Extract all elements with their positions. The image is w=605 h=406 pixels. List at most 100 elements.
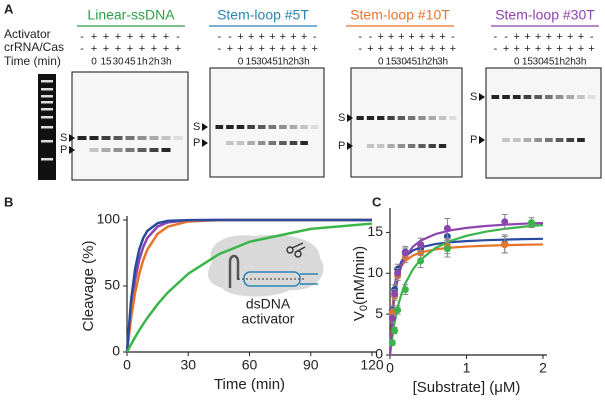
gel-band xyxy=(366,144,375,148)
group-title: Stem-loop #30T xyxy=(495,7,595,23)
arrow xyxy=(347,142,353,150)
activator-sign: + xyxy=(556,31,562,43)
data-point xyxy=(501,241,509,249)
data-point xyxy=(391,290,399,298)
gel-band xyxy=(428,144,436,148)
gel-band xyxy=(257,141,266,145)
gel-band xyxy=(491,95,500,99)
crrna-sign: + xyxy=(408,43,414,55)
time-label: 45 xyxy=(267,57,279,68)
activator-sign: + xyxy=(258,31,264,43)
gel xyxy=(71,71,189,181)
crrna-sign: + xyxy=(269,43,275,55)
crrna-sign: + xyxy=(103,43,109,55)
crrna-sign: + xyxy=(398,43,404,55)
time-label: 0 xyxy=(514,57,520,68)
gel-band xyxy=(247,125,255,129)
crrna-sign: + xyxy=(450,43,456,55)
product-label: P xyxy=(60,144,67,156)
data-point xyxy=(401,249,409,257)
gel-band xyxy=(377,144,385,148)
gel-band xyxy=(397,144,405,148)
crrna-sign: + xyxy=(439,43,445,55)
marker-band xyxy=(41,116,53,119)
y-tick-label: 0 xyxy=(112,343,120,359)
gel-band xyxy=(113,148,123,152)
activator-sign: + xyxy=(514,31,520,43)
marker-band xyxy=(41,158,53,161)
gel-band xyxy=(89,148,99,152)
activator-sign: + xyxy=(388,31,394,43)
activator-sign: + xyxy=(290,31,296,43)
inset-text: activator xyxy=(242,311,295,327)
time-label: 1h xyxy=(554,57,565,68)
time-label: 3h xyxy=(575,57,586,68)
crrna-sign: + xyxy=(514,43,520,55)
gel-band xyxy=(257,125,266,129)
activator-sign: + xyxy=(163,31,169,43)
crrna-sign: - xyxy=(80,43,84,55)
activator-sign: + xyxy=(419,31,425,43)
crrna-sign: + xyxy=(311,43,317,55)
time-label: 2h xyxy=(427,57,438,68)
gel-band xyxy=(502,138,510,142)
crrna xyxy=(228,254,240,288)
gel-band xyxy=(226,125,234,129)
gel-band xyxy=(89,136,99,140)
gel-band xyxy=(387,116,395,120)
gel-band xyxy=(408,144,416,148)
gel-band xyxy=(300,125,308,129)
arrow xyxy=(347,114,353,122)
group-title: Stem-loop #10T xyxy=(350,7,450,23)
gel-band xyxy=(397,116,405,120)
scissors xyxy=(286,242,306,258)
data-point xyxy=(394,269,402,277)
y-tick-label: 15 xyxy=(367,223,383,239)
axes xyxy=(389,208,547,356)
gel-band xyxy=(125,148,135,152)
activator-sign: - xyxy=(451,31,455,43)
crrna-sign: + xyxy=(388,43,394,55)
marker-band xyxy=(41,140,53,143)
time-label: 1h xyxy=(416,57,427,68)
marker-band xyxy=(41,126,53,129)
inset-schematic xyxy=(208,234,324,297)
gel-band xyxy=(577,95,585,99)
time-label: 1h xyxy=(136,57,147,68)
y-tick-label: 10 xyxy=(367,264,383,280)
activator-sign: + xyxy=(115,31,121,43)
crrna-sign: + xyxy=(258,43,264,55)
crrna-sign: + xyxy=(127,43,133,55)
data-point xyxy=(443,224,451,232)
x-axis-label: Time (min) xyxy=(214,376,285,393)
time-label: 0 xyxy=(91,57,97,68)
gel-band xyxy=(523,95,532,99)
gel-band xyxy=(247,141,255,145)
x-tick-label: 60 xyxy=(242,357,258,373)
crrna-sign: + xyxy=(163,43,169,55)
gel-band xyxy=(215,125,224,129)
crrna-sign: + xyxy=(115,43,121,55)
inset-text: dsDNA xyxy=(246,296,291,312)
gel-band xyxy=(226,141,234,145)
gel-band xyxy=(502,95,510,99)
activator-sign: + xyxy=(301,31,307,43)
product-label: P xyxy=(193,137,200,149)
activator-sign: + xyxy=(546,31,552,43)
data-point xyxy=(388,339,396,347)
substrate-label: S xyxy=(470,91,477,103)
crrna-sign: + xyxy=(301,43,307,55)
time-label: 15 xyxy=(100,57,112,68)
time-label: 3h xyxy=(437,57,448,68)
gel-band xyxy=(438,116,447,120)
gel-band xyxy=(101,136,111,140)
time-label: 15 xyxy=(385,57,397,68)
gel xyxy=(485,67,602,179)
activator-sign: + xyxy=(439,31,445,43)
activator-sign: + xyxy=(248,31,254,43)
gel-band xyxy=(512,138,521,142)
gel-band xyxy=(428,116,436,120)
gel-band xyxy=(125,136,135,140)
crrna-sign: + xyxy=(429,43,435,55)
gel-band xyxy=(289,141,298,145)
